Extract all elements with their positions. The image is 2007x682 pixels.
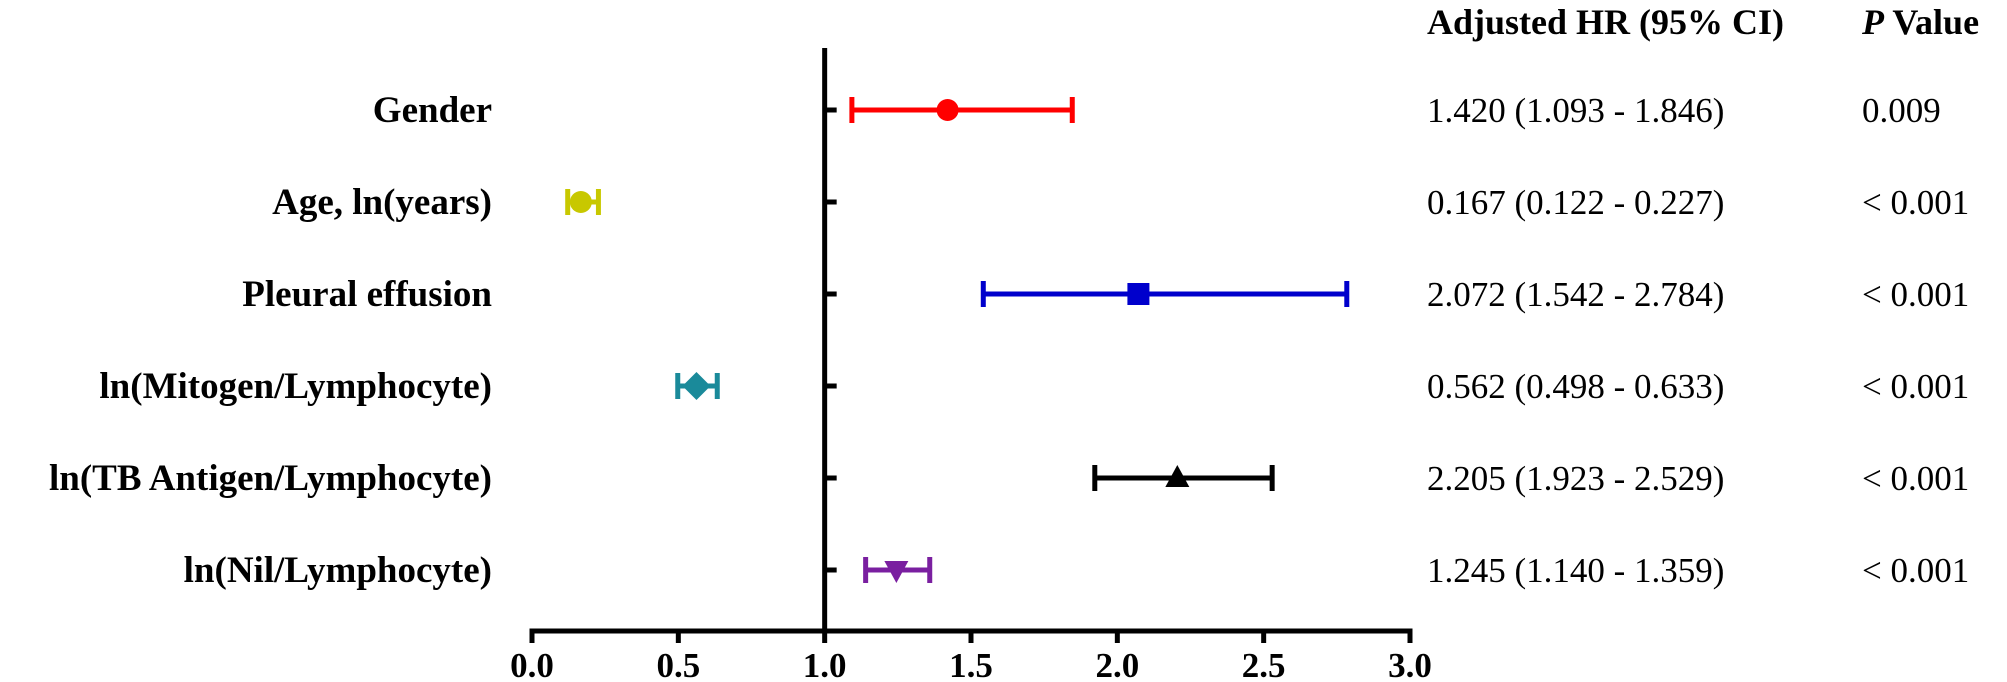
row: Age, ln(years) 0.167 (0.122 - 0.227) < 0.0… <box>272 182 1969 223</box>
x-tick-label: 2.5 <box>1242 646 1286 682</box>
p-header-rest: Value <box>1884 2 1979 42</box>
row: Pleural effusion 2.072 (1.542 - 2.784) < 0… <box>242 274 1969 315</box>
row: ln(TB Antigen/Lymphocyte) 2.205 (1.923 - … <box>49 458 1969 499</box>
row-label: Age, ln(years) <box>272 182 492 223</box>
p-header-italic: P <box>1861 2 1885 42</box>
row-label: ln(Nil/Lymphocyte) <box>184 550 492 591</box>
x-tick-label: 3.0 <box>1388 646 1432 682</box>
hr-point-marker <box>1127 283 1150 305</box>
x-tick-label: 0.5 <box>656 646 700 682</box>
hr-ci-value: 1.245 (1.140 - 1.359) <box>1427 551 1724 590</box>
hr-ci-value: 1.420 (1.093 - 1.846) <box>1427 91 1724 130</box>
x-tick-label: 0.0 <box>510 646 554 682</box>
row: Gender 1.420 (1.093 - 1.846) 0.009 <box>373 90 1941 131</box>
x-tick-label: 1.5 <box>949 646 993 682</box>
p-value: < 0.001 <box>1862 551 1969 590</box>
hr-point-marker <box>682 372 711 400</box>
hr-ci-value: 0.562 (0.498 - 0.633) <box>1427 367 1724 406</box>
hr-point-marker <box>884 561 909 583</box>
row-label: Pleural effusion <box>242 274 492 315</box>
row-label: Gender <box>373 90 492 131</box>
row: ln(Mitogen/Lymphocyte) 0.562 (0.498 - 0.6… <box>99 366 1969 407</box>
hr-ci-value: 0.167 (0.122 - 0.227) <box>1427 183 1724 222</box>
hr-point-marker <box>569 191 592 213</box>
x-tick-label: 2.0 <box>1095 646 1139 682</box>
rows: Gender 1.420 (1.093 - 1.846) 0.009 Age, ln(… <box>49 90 1969 591</box>
p-value: 0.009 <box>1862 91 1941 130</box>
hr-column-header: Adjusted HR (95% CI) <box>1427 2 1784 42</box>
hr-ci-value: 2.205 (1.923 - 2.529) <box>1427 459 1724 498</box>
hr-ci-value: 2.072 (1.542 - 2.784) <box>1427 275 1724 314</box>
row-label: ln(TB Antigen/Lymphocyte) <box>49 458 492 499</box>
p-value: < 0.001 <box>1862 183 1969 222</box>
p-value-column-header: P Value <box>1861 2 1979 42</box>
axes: 0.0 0.5 1.0 1.5 2.0 2.5 3.0 <box>510 48 1432 682</box>
p-value: < 0.001 <box>1862 459 1969 498</box>
p-value: < 0.001 <box>1862 275 1969 314</box>
p-value: < 0.001 <box>1862 367 1969 406</box>
column-headers: Adjusted HR (95% CI) P Value <box>1427 2 1979 42</box>
row-label: ln(Mitogen/Lymphocyte) <box>99 366 492 407</box>
hr-point-marker <box>1165 465 1190 487</box>
row: ln(Nil/Lymphocyte) 1.245 (1.140 - 1.359) <… <box>184 550 1970 591</box>
hr-point-marker <box>936 99 959 121</box>
x-tick-label: 1.0 <box>803 646 847 682</box>
